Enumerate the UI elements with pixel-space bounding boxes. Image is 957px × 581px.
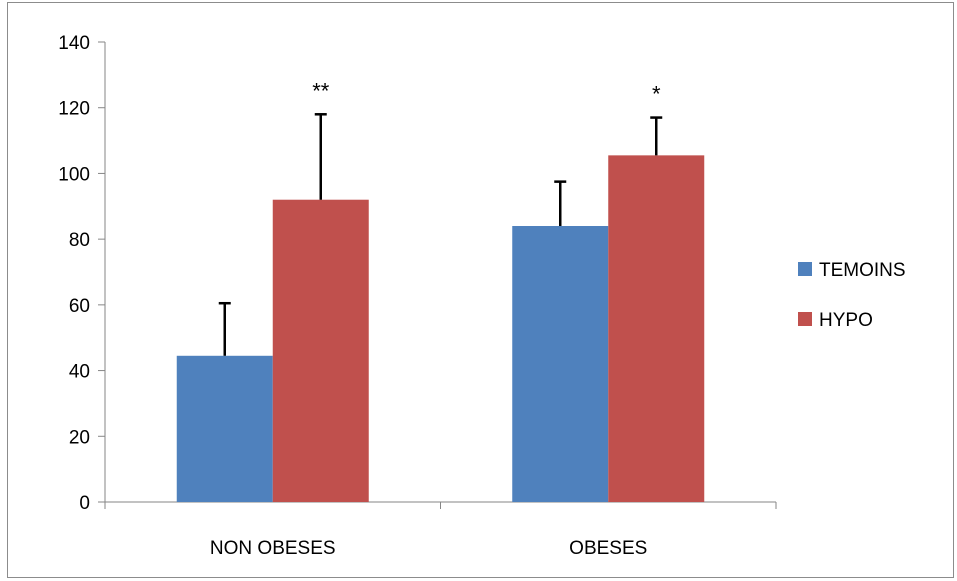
- bar-hypo: [272, 199, 369, 502]
- y-tick-label: 60: [69, 296, 90, 317]
- significance-mark: *: [652, 82, 661, 107]
- y-tick-label: 120: [58, 99, 90, 120]
- error-bars: [218, 113, 663, 356]
- legend-label: TEMOINS: [819, 260, 906, 281]
- x-category-label: NON OBESES: [210, 538, 336, 559]
- legend-swatch-hypo: [798, 312, 812, 326]
- legend: TEMOINS HYPO: [798, 260, 906, 331]
- y-tick-label: 20: [69, 427, 90, 448]
- y-tick-label: 80: [69, 230, 90, 251]
- bar-temoins: [176, 355, 273, 502]
- significance-mark: **: [312, 78, 330, 103]
- y-tick-label: 140: [58, 33, 90, 54]
- x-category-label: OBESES: [569, 538, 647, 559]
- x-axis: NON OBESES OBESES: [104, 501, 777, 559]
- legend-swatch-temoins: [798, 262, 812, 276]
- legend-label: HYPO: [819, 310, 873, 331]
- bars: [176, 155, 705, 502]
- y-tick-label: 0: [79, 493, 90, 514]
- y-tick-label: 100: [58, 164, 90, 185]
- significance-annotations: ** *: [312, 78, 661, 106]
- bar-hypo: [608, 155, 705, 502]
- y-axis: 0 20 40 60 80 100 120 140: [58, 33, 106, 514]
- y-tick-label: 40: [69, 362, 90, 383]
- bar-temoins: [512, 226, 609, 502]
- chart-frame: [7, 2, 954, 578]
